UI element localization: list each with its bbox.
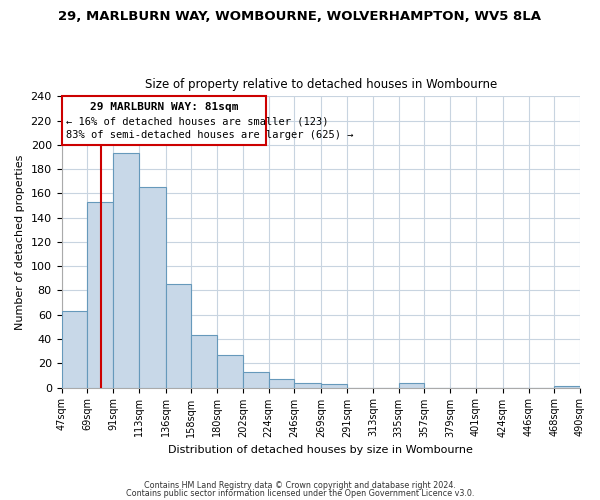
Bar	[554, 386, 580, 388]
Bar	[113, 154, 139, 388]
Bar	[217, 355, 243, 388]
Text: ← 16% of detached houses are smaller (123): ← 16% of detached houses are smaller (12…	[66, 117, 329, 127]
Bar	[295, 382, 322, 388]
Bar	[398, 382, 424, 388]
Y-axis label: Number of detached properties: Number of detached properties	[15, 154, 25, 330]
Text: 29 MARLBURN WAY: 81sqm: 29 MARLBURN WAY: 81sqm	[89, 102, 238, 113]
Bar	[87, 202, 113, 388]
X-axis label: Distribution of detached houses by size in Wombourne: Distribution of detached houses by size …	[169, 445, 473, 455]
Text: Contains HM Land Registry data © Crown copyright and database right 2024.: Contains HM Land Registry data © Crown c…	[144, 481, 456, 490]
Text: 29, MARLBURN WAY, WOMBOURNE, WOLVERHAMPTON, WV5 8LA: 29, MARLBURN WAY, WOMBOURNE, WOLVERHAMPT…	[59, 10, 542, 23]
Bar	[166, 284, 191, 388]
Bar	[243, 372, 269, 388]
Text: Contains public sector information licensed under the Open Government Licence v3: Contains public sector information licen…	[126, 488, 474, 498]
FancyBboxPatch shape	[62, 96, 266, 145]
Title: Size of property relative to detached houses in Wombourne: Size of property relative to detached ho…	[145, 78, 497, 91]
Bar	[139, 188, 166, 388]
Text: 83% of semi-detached houses are larger (625) →: 83% of semi-detached houses are larger (…	[66, 130, 354, 140]
Bar	[269, 379, 295, 388]
Bar	[322, 384, 347, 388]
Bar	[191, 336, 217, 388]
Bar	[62, 311, 87, 388]
